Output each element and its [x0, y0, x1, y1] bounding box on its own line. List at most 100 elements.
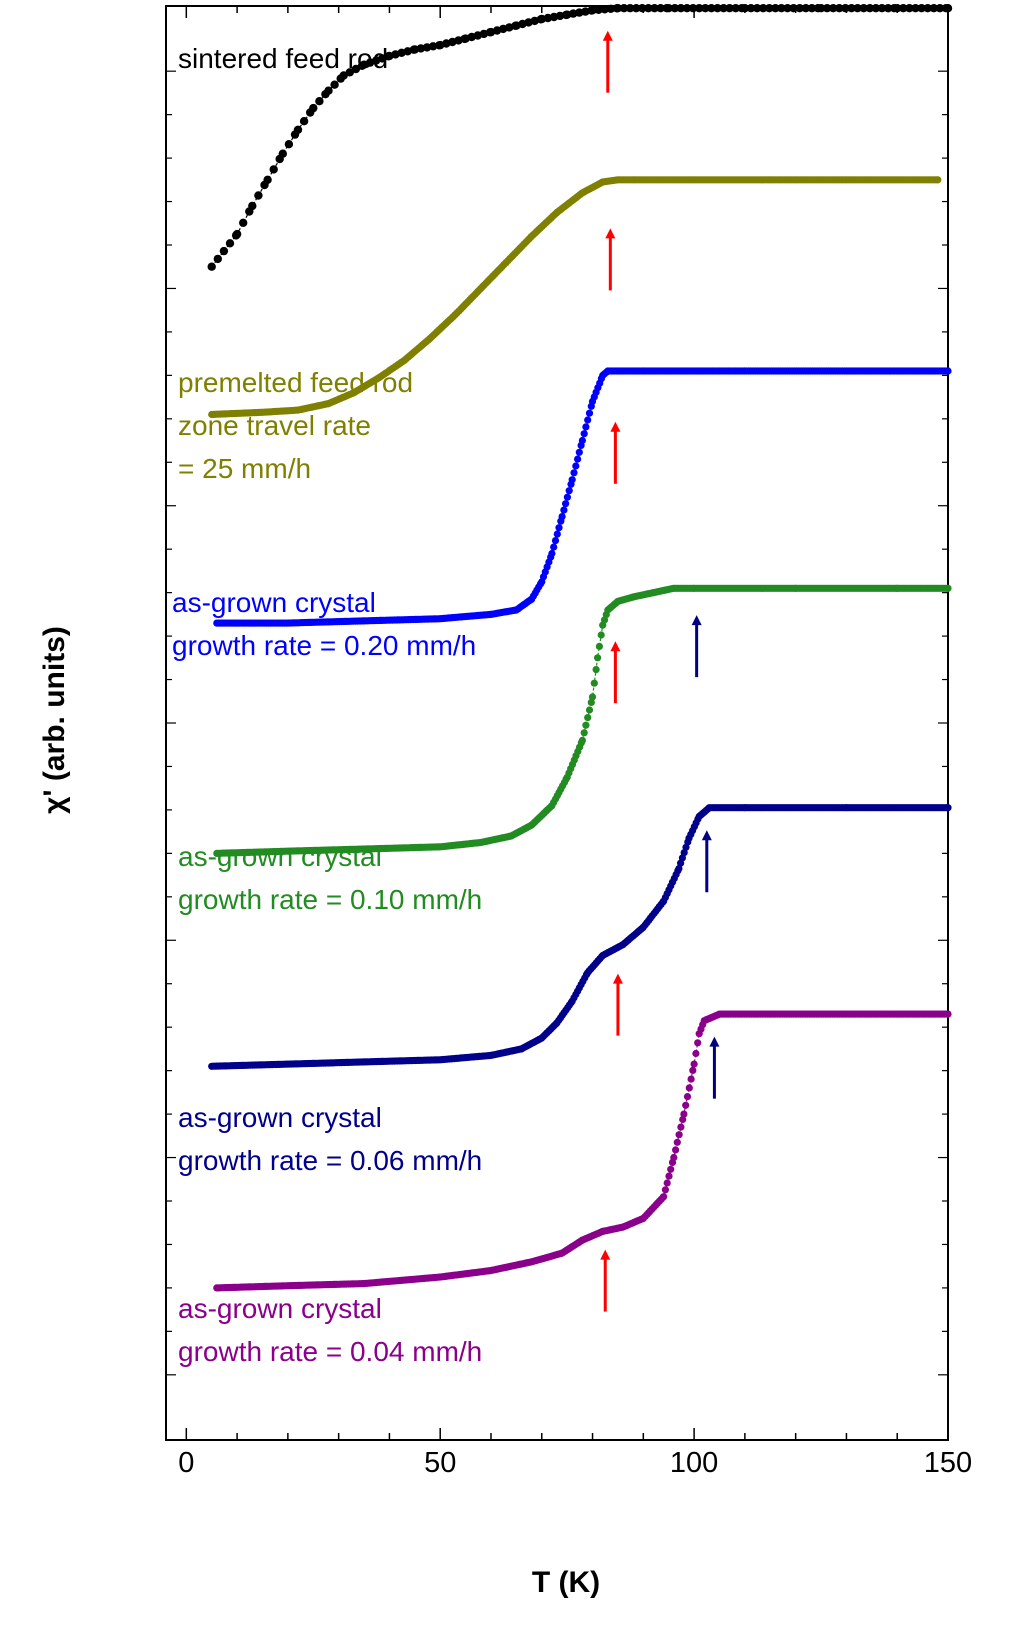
data-point	[759, 4, 768, 13]
data-point	[694, 1039, 702, 1047]
data-point	[663, 1179, 671, 1187]
data-point	[590, 679, 598, 687]
data-point	[284, 140, 294, 149]
data-point	[239, 218, 248, 227]
data-point	[207, 262, 216, 271]
data-point	[550, 543, 558, 551]
transition-arrow-navy	[691, 615, 702, 678]
data-point	[752, 4, 762, 13]
series-label-3: growth rate = 0.10 mm/h	[178, 884, 482, 915]
data-point	[893, 4, 902, 13]
transition-arrow-red	[610, 641, 621, 704]
transition-arrow-red	[612, 973, 623, 1036]
data-point	[225, 239, 235, 248]
data-point	[613, 4, 623, 13]
data-point	[690, 1060, 698, 1068]
data-point	[692, 1049, 700, 1058]
data-point	[578, 436, 587, 445]
arrow-head	[691, 615, 702, 626]
data-point	[683, 1093, 692, 1101]
data-point	[667, 1165, 675, 1173]
data-point	[905, 4, 914, 13]
data-point	[299, 117, 309, 126]
data-point	[822, 4, 832, 13]
x-tick-label: 150	[924, 1447, 972, 1479]
plot-frame	[165, 5, 949, 1441]
data-point	[254, 191, 263, 200]
data-point	[213, 254, 222, 264]
data-point	[263, 175, 272, 184]
data-point	[899, 4, 908, 13]
data-point	[600, 5, 609, 14]
data-point	[911, 4, 920, 13]
data-point	[695, 4, 704, 13]
data-point	[765, 4, 774, 13]
data-point	[330, 80, 339, 89]
series-label-2: as-grown crystal	[172, 587, 376, 618]
data-point	[929, 4, 938, 13]
data-point	[725, 4, 734, 13]
data-point	[677, 1123, 685, 1131]
data-point	[682, 4, 692, 13]
data-point	[664, 4, 673, 13]
data-point	[248, 201, 257, 211]
data-point	[673, 1138, 681, 1146]
data-point	[650, 4, 659, 13]
data-point	[594, 5, 603, 14]
data-point	[660, 1193, 668, 1201]
data-point	[944, 367, 952, 375]
data-point	[675, 1131, 683, 1139]
data-point	[917, 4, 926, 13]
data-point	[574, 455, 582, 463]
transition-arrow-red	[600, 1249, 611, 1312]
data-point	[597, 631, 605, 639]
data-point	[619, 4, 629, 13]
data-point	[558, 513, 566, 521]
data-point	[777, 4, 786, 13]
data-point	[807, 4, 817, 13]
series-4	[208, 804, 952, 1070]
data-point	[584, 416, 592, 424]
data-point	[644, 4, 653, 13]
data-point	[578, 736, 587, 745]
data-point	[685, 1084, 693, 1092]
data-point	[719, 4, 728, 13]
series-0	[207, 4, 953, 271]
data-point	[688, 4, 698, 13]
series-label-1: = 25 mm/h	[178, 453, 311, 484]
data-point	[841, 4, 850, 13]
data-point	[944, 804, 952, 812]
data-point	[687, 1075, 695, 1083]
data-point	[592, 666, 600, 674]
series-label-0: sintered feed rod	[178, 43, 388, 74]
data-point	[801, 4, 810, 13]
data-point	[625, 4, 635, 13]
data-point	[865, 4, 874, 13]
data-point	[551, 537, 560, 545]
data-point	[859, 4, 868, 13]
data-point	[689, 1066, 697, 1074]
data-point	[587, 698, 595, 707]
data-point	[293, 125, 303, 134]
data-point	[606, 4, 615, 13]
data-point	[670, 1153, 678, 1162]
data-point	[679, 1115, 687, 1124]
data-point	[585, 706, 594, 714]
data-point	[944, 1010, 952, 1018]
x-tick-label: 0	[178, 1447, 194, 1479]
data-point	[575, 448, 583, 456]
x-axis-title: T (K)	[532, 1566, 600, 1599]
data-point	[665, 1172, 673, 1180]
series-label-5: growth rate = 0.04 mm/h	[178, 1336, 482, 1367]
arrow-head	[610, 641, 621, 652]
data-point	[594, 654, 602, 662]
arrow-head	[701, 830, 712, 841]
transition-arrow-red	[610, 421, 621, 484]
data-point	[871, 4, 881, 13]
data-point	[588, 693, 597, 701]
data-point	[638, 4, 647, 13]
series-label-4: as-grown crystal	[178, 1102, 382, 1133]
y-axis-title: χ' (arb. units)	[38, 626, 71, 814]
data-point	[829, 4, 838, 13]
